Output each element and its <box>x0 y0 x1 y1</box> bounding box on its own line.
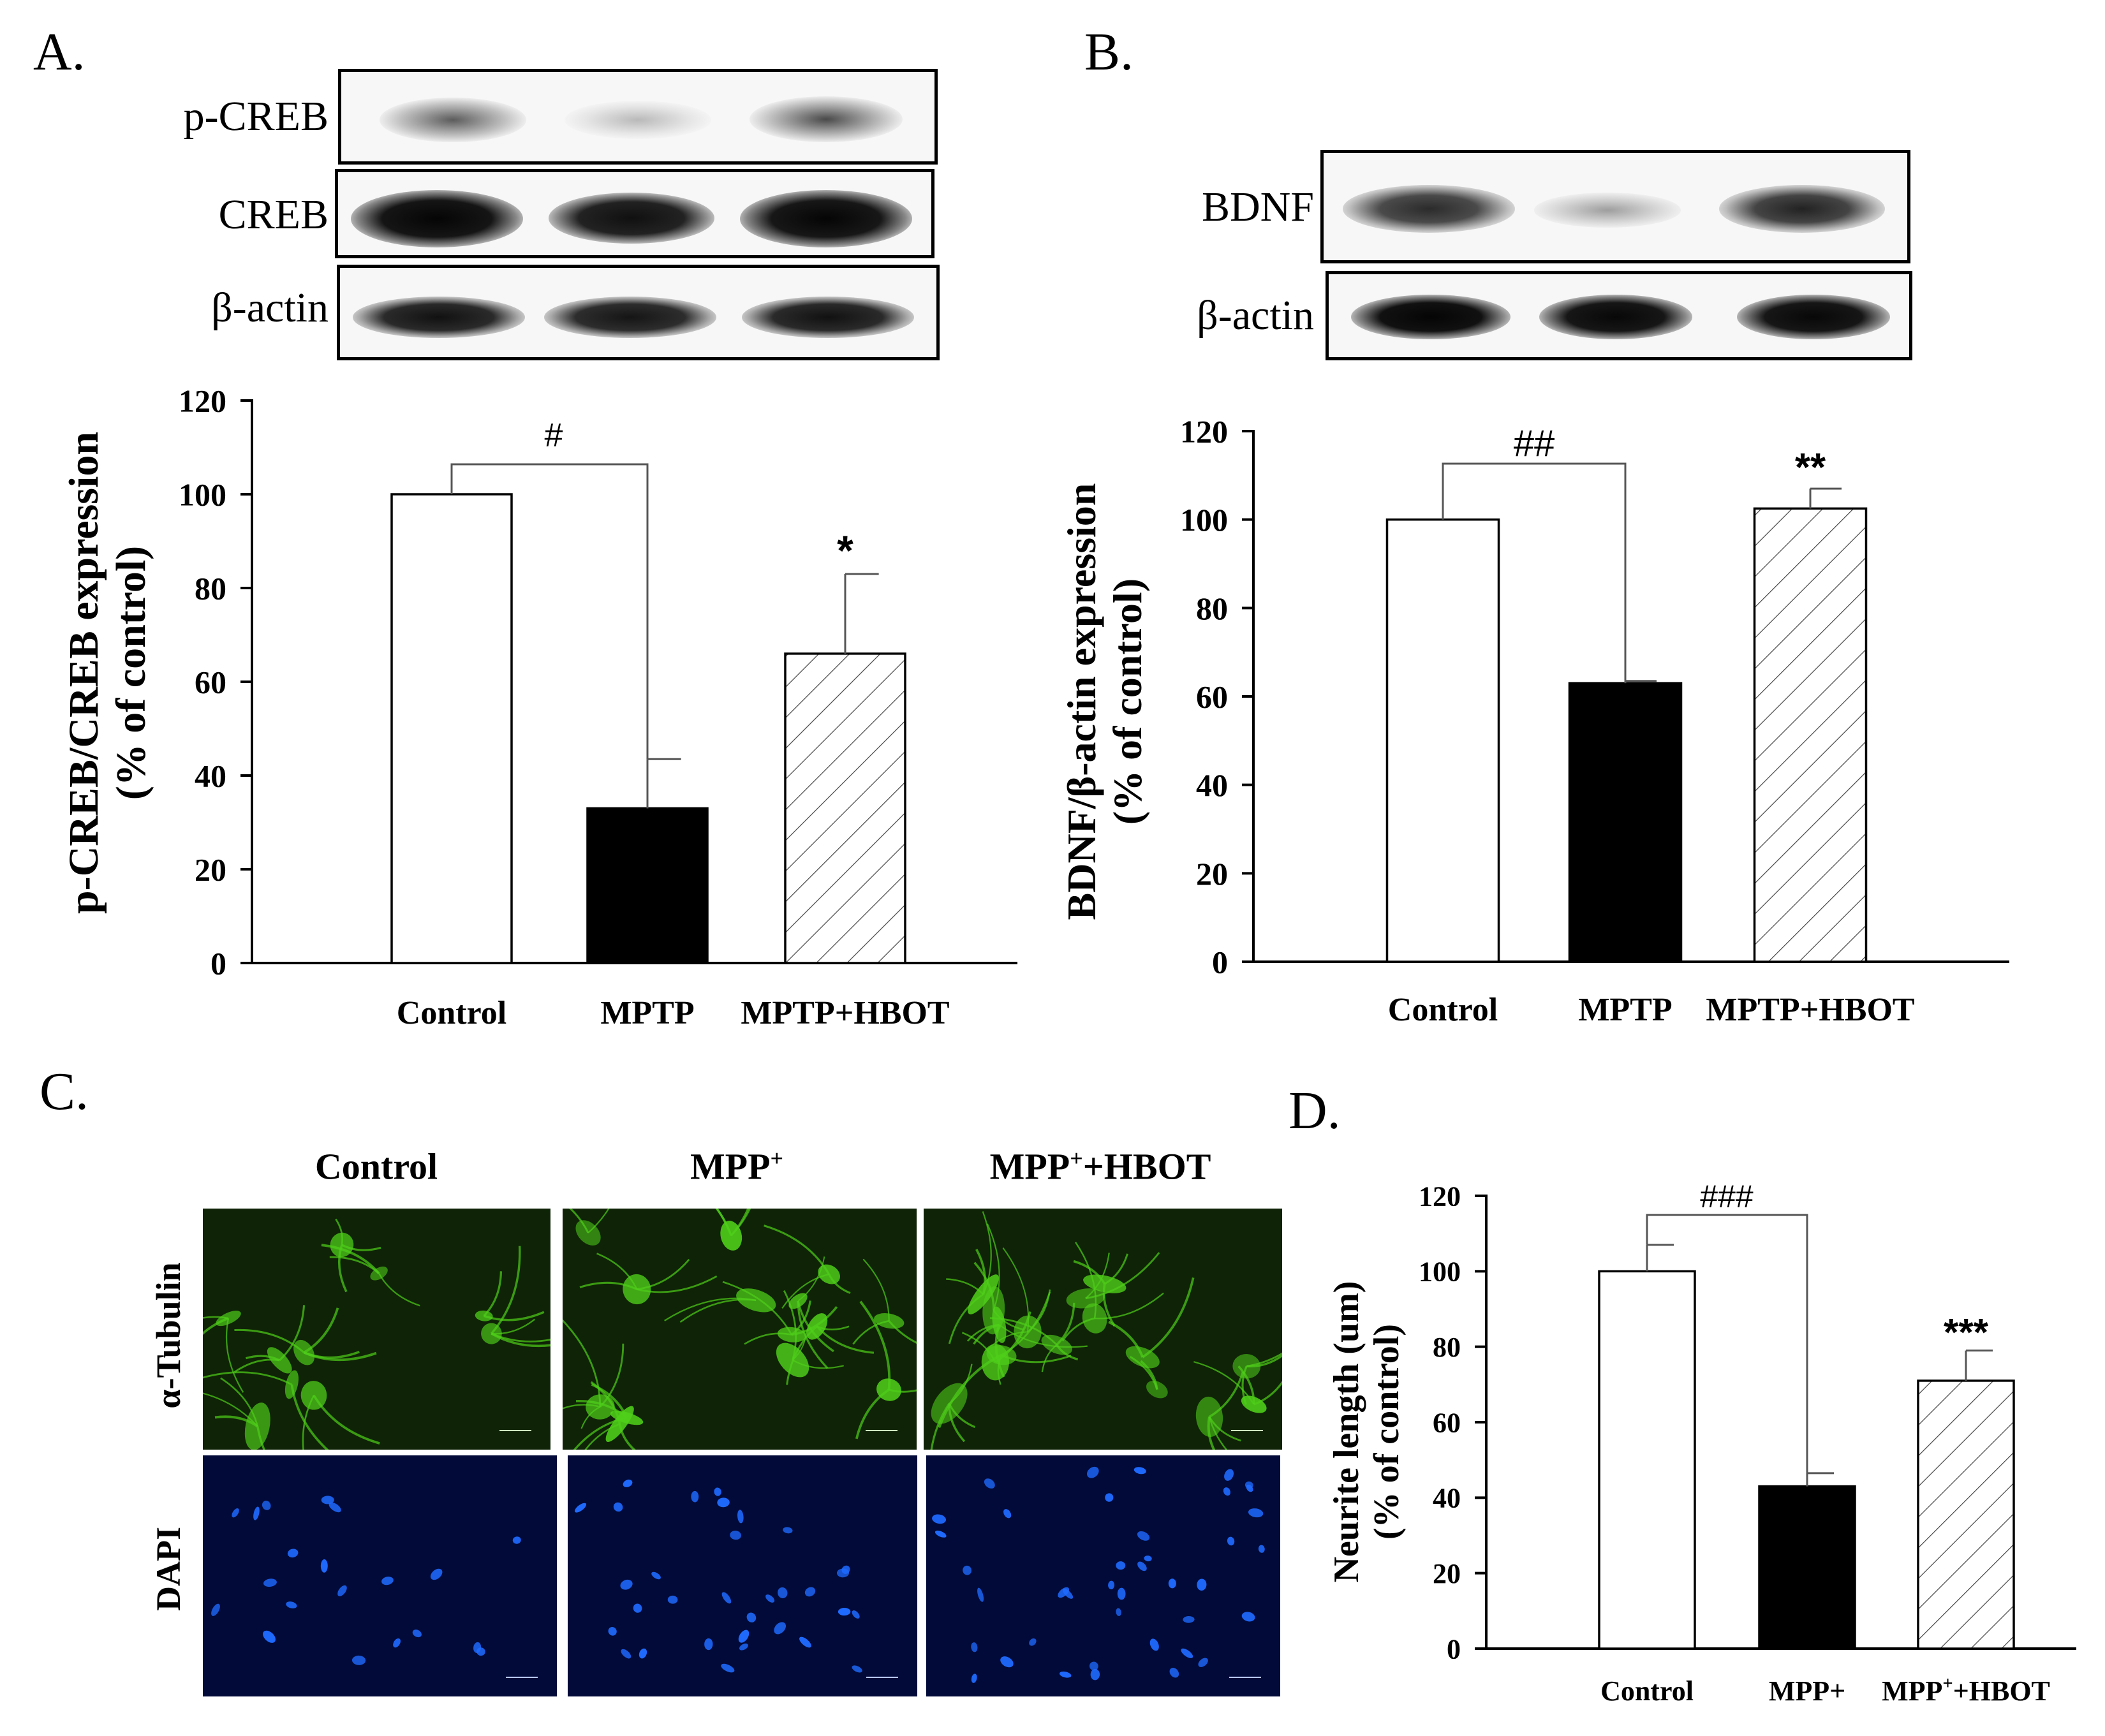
significance-stars: *** <box>1944 1311 1989 1354</box>
y-tick-label: 60 <box>1433 1407 1461 1438</box>
blot-b-label-bdnf: BDNF <box>1201 184 1314 230</box>
micro-tubulin-mpp-hbot <box>924 1209 1282 1450</box>
bar-mptp-hbot <box>784 652 906 964</box>
significance-bracket <box>450 463 649 760</box>
micro-dapi-control <box>203 1455 557 1696</box>
micro-row-label-tubulin: α-Tubulin <box>149 1262 188 1409</box>
blot-a-strip-creb <box>335 169 934 258</box>
bar-control <box>390 493 513 964</box>
y-tick-label: 20 <box>1196 856 1228 892</box>
y-tick-label: 40 <box>195 758 226 794</box>
significance-hash: # <box>545 417 563 454</box>
micro-col-title-mpp: MPP+ <box>690 1145 784 1188</box>
chart-a-ylabel-line2: (% of control) <box>107 545 154 800</box>
panel-label-b: B. <box>1084 22 1134 82</box>
x-category-label: Control <box>397 995 506 1031</box>
micro-dapi-mpp <box>568 1455 917 1696</box>
bar-mpp- <box>1758 1485 1856 1650</box>
significance-hash: ## <box>1514 423 1555 464</box>
y-tick-label: 40 <box>1433 1483 1461 1514</box>
y-tick-label: 80 <box>1433 1332 1461 1363</box>
blot-a-strip-bactin <box>337 265 940 360</box>
x-category-label: MPTP+HBOT <box>741 995 949 1031</box>
panel-label-d: D. <box>1289 1081 1341 1140</box>
x-category-label: MPTP <box>1578 992 1672 1028</box>
y-tick-label: 60 <box>1196 679 1228 715</box>
blot-a-label-creb: CREB <box>218 191 329 238</box>
x-category-label: Control <box>1388 992 1498 1028</box>
y-tick-label: 40 <box>1196 767 1228 803</box>
y-tick-label: 120 <box>179 383 226 419</box>
significance-bracket <box>1646 1214 1808 1473</box>
y-tick-label: 20 <box>1433 1558 1461 1589</box>
y-tick-label: 120 <box>1180 414 1228 450</box>
chart-d-ylabel-line1: Neurite length (um) <box>1327 1281 1366 1583</box>
x-category-label: Control <box>1600 1675 1694 1707</box>
x-category-label: MPP++HBOT <box>1882 1673 2050 1707</box>
y-tick-label: 60 <box>195 665 226 700</box>
y-tick-label: 80 <box>1196 591 1228 626</box>
chart-b-ylabel-line1: BDNF/β-actin expression <box>1059 483 1104 920</box>
micro-tubulin-control <box>203 1209 550 1450</box>
chart-b-ylabel: BDNF/β-actin expression (% of control) <box>1059 383 1180 1020</box>
y-tick-label: 0 <box>211 946 226 982</box>
y-tick-label: 20 <box>195 852 226 888</box>
bar-mptp <box>586 807 709 964</box>
y-tick-label: 0 <box>1447 1633 1461 1665</box>
chart-d-ylabel-line2: (% of control) <box>1366 1324 1407 1540</box>
bar-control <box>1598 1270 1696 1650</box>
chart-a-ylabel: p-CREB/CREB expression (% of control) <box>61 354 182 992</box>
chart-b-ylabel-line2: (% of control) <box>1104 578 1150 825</box>
significance-stars: * <box>837 527 853 574</box>
y-tick-label: 0 <box>1212 945 1228 980</box>
bar-mptp <box>1568 682 1683 963</box>
chart-d-ylabel: Neurite length (um) (% of control) <box>1327 1145 1429 1719</box>
bar-mpp-hbot <box>1917 1379 2015 1650</box>
bar-mptp-hbot <box>1753 507 1868 963</box>
blot-b-strip-bdnf <box>1320 150 1910 263</box>
blot-a-label-pcreb: p-CREB <box>183 93 329 140</box>
x-category-label: MPTP+HBOT <box>1706 992 1914 1028</box>
x-category-label: MPP+ <box>1769 1675 1845 1707</box>
y-tick-label: 80 <box>195 571 226 607</box>
panel-label-a: A. <box>33 22 85 82</box>
blot-b-label-bactin: β-actin <box>1197 292 1314 339</box>
y-tick-label: 120 <box>1419 1181 1461 1212</box>
blot-a-strip-pcreb <box>338 69 938 165</box>
micro-row-label-dapi: DAPI <box>149 1527 188 1611</box>
blot-b-strip-bactin <box>1326 271 1912 360</box>
bar-control <box>1385 518 1500 963</box>
micro-col-title-mpp-hbot: MPP++HBOT <box>989 1145 1211 1188</box>
y-tick-label: 100 <box>1180 502 1228 538</box>
blot-a-label-bactin: β-actin <box>211 284 329 331</box>
significance-hash: ### <box>1700 1179 1754 1214</box>
panel-label-c: C. <box>40 1062 89 1121</box>
significance-stars: ** <box>1795 446 1826 490</box>
y-tick-label: 100 <box>1419 1256 1461 1288</box>
micro-tubulin-mpp <box>563 1209 917 1450</box>
significance-bracket <box>1442 462 1627 681</box>
micro-col-title-control: Control <box>314 1145 438 1188</box>
micro-dapi-mpp-hbot <box>926 1455 1280 1696</box>
y-tick-label: 100 <box>179 477 226 513</box>
chart-a-ylabel-line1: p-CREB/CREB expression <box>61 431 107 915</box>
x-category-label: MPTP <box>600 995 694 1031</box>
